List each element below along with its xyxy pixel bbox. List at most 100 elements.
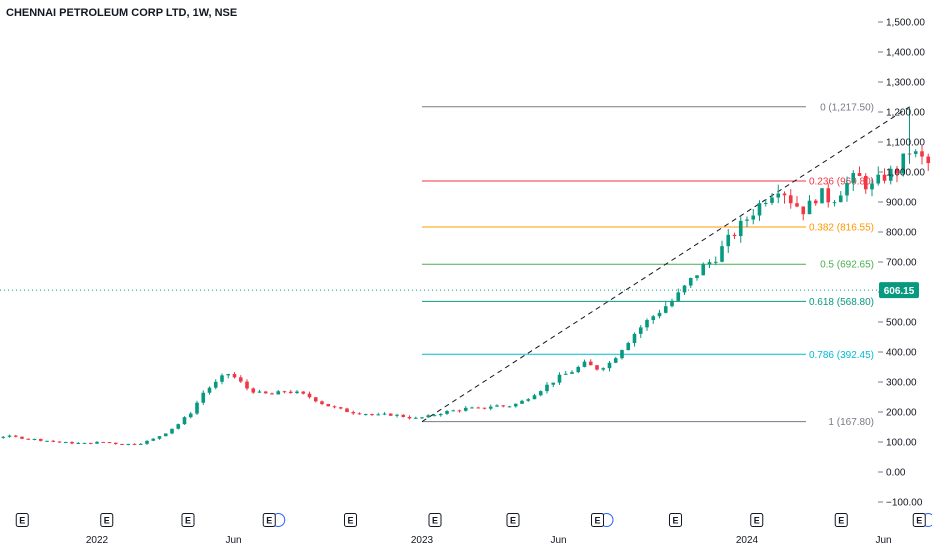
candle-body	[613, 358, 618, 363]
candle-body	[326, 404, 331, 407]
earnings-event-icon[interactable]	[506, 513, 520, 527]
fib-retracement[interactable]: 0 (1,217.50) 0.236 (969.80) 0.382 (816.55)…	[422, 102, 874, 428]
candle-body	[320, 401, 324, 405]
candle-body	[470, 407, 474, 409]
y-tick-label: 800.00	[886, 228, 917, 239]
candle-body	[126, 443, 131, 445]
fib-level-label: 0.618 (568.80)	[809, 297, 874, 308]
y-axis[interactable]: −100.00 0.00 100.00 200.00 300.00 400.00 500.0…	[0, 18, 925, 509]
candle-body	[20, 436, 24, 439]
fib-level-label: 0 (1,217.50)	[820, 102, 874, 113]
x-axis[interactable]: Jun2022Jun2023Jun2024Jun2025Jul2026Jul	[0, 535, 932, 546]
candle-body	[732, 234, 737, 237]
candle-body	[707, 262, 712, 265]
y-tick-label: 700.00	[886, 258, 917, 269]
candle-body	[751, 215, 756, 220]
candle-body	[232, 374, 237, 378]
candle-body	[438, 413, 443, 416]
candle-body	[688, 277, 693, 286]
candle-body	[38, 438, 43, 441]
last-price-tag	[879, 282, 919, 299]
candle-body	[63, 441, 68, 443]
candle-body	[195, 402, 199, 414]
earnings-event-icon[interactable]	[834, 513, 848, 527]
earnings-event-icon[interactable]	[750, 513, 764, 527]
candle-body	[745, 219, 749, 221]
earnings-event-letter: E	[916, 516, 922, 526]
y-tick-label: 1,500.00	[886, 18, 925, 29]
candle-body	[626, 343, 631, 351]
x-tick-label: Jun	[225, 535, 241, 546]
fib-level-label: 0.786 (392.45)	[809, 350, 874, 361]
candle-body	[713, 261, 718, 263]
earnings-event-icon[interactable]	[912, 513, 926, 527]
candle-body	[563, 373, 568, 375]
candle-body	[801, 206, 806, 215]
earnings-event-letter: E	[672, 516, 678, 526]
fib-level-label: 1 (167.80)	[828, 417, 874, 428]
candle-body	[663, 306, 668, 313]
candle-body	[545, 384, 549, 392]
candle-body	[238, 377, 243, 382]
earnings-event-letter: E	[432, 516, 438, 526]
candle-body	[132, 443, 137, 445]
candle-body	[882, 174, 887, 181]
trendline-dashed[interactable]	[421, 106, 910, 423]
earnings-event-icon[interactable]	[344, 513, 357, 527]
y-tick-label: 200.00	[886, 408, 917, 419]
candle-body	[863, 175, 868, 190]
candle-body	[45, 440, 49, 442]
candle-body	[301, 391, 306, 394]
earnings-event-icon[interactable]	[428, 513, 442, 527]
candle-body	[226, 374, 231, 376]
candle-body	[163, 433, 168, 437]
candle-body	[757, 203, 762, 216]
candle-body	[120, 443, 124, 445]
candle-body	[188, 413, 193, 418]
candle-body	[182, 417, 187, 425]
candle-body	[288, 391, 293, 394]
earnings-event-icon[interactable]	[181, 513, 195, 527]
candle-body	[426, 415, 431, 418]
candle-body	[82, 442, 87, 444]
candle-body	[520, 400, 524, 404]
candle-body	[413, 417, 418, 419]
candle-body	[57, 441, 62, 443]
candle-body	[170, 428, 174, 434]
candle-body	[676, 292, 681, 301]
y-tick-label: 500.00	[886, 318, 917, 329]
last-price-value: 606.15	[884, 286, 915, 297]
earnings-event-letter: E	[754, 516, 760, 526]
candle-body	[482, 407, 487, 409]
earnings-event-icon[interactable]	[669, 513, 682, 527]
earnings-event-icon[interactable]	[591, 513, 604, 527]
candle-body	[926, 156, 931, 164]
candle-body	[357, 413, 362, 415]
earnings-event-icon[interactable]	[100, 513, 114, 527]
earnings-event-letter: E	[19, 516, 25, 526]
candle-body	[582, 361, 587, 367]
earnings-event-icon[interactable]	[15, 513, 29, 527]
candle-body	[13, 435, 18, 437]
fib-level-label: 0.236 (969.80)	[809, 177, 874, 188]
earnings-event-letter: E	[185, 516, 191, 526]
candle-body	[332, 406, 337, 408]
candle-body	[157, 436, 162, 439]
earnings-event-letter: E	[838, 516, 844, 526]
candle-body	[395, 414, 399, 416]
trendline[interactable]	[421, 106, 910, 423]
candle-body	[251, 388, 256, 393]
candle-body	[607, 362, 612, 369]
candle-body	[213, 381, 218, 388]
candle-body	[138, 443, 143, 445]
candle-body	[107, 442, 112, 444]
x-tick-label: 2023	[411, 535, 434, 546]
candle-body	[551, 382, 556, 385]
candle-body	[88, 442, 93, 444]
events-row: EEEEEEEEEEEEEEE	[15, 513, 932, 527]
earnings-event-icon[interactable]	[262, 513, 276, 527]
candle-body	[351, 412, 356, 414]
candle-body	[401, 414, 406, 417]
candle-body	[363, 414, 368, 416]
